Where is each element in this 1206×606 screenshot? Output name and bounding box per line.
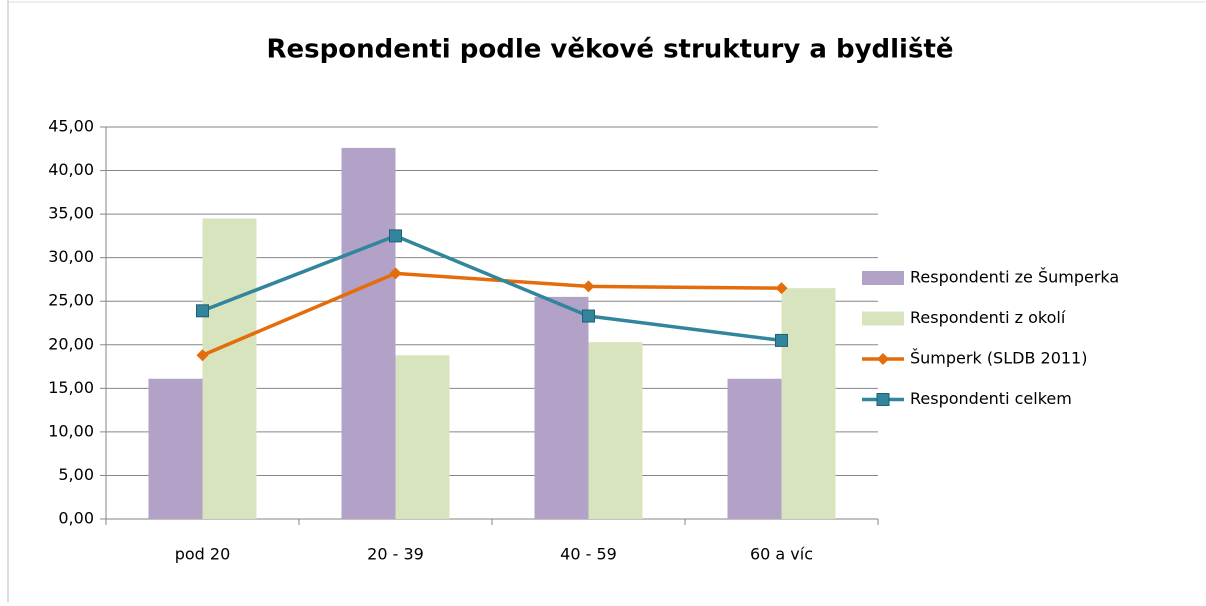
- bar: [395, 355, 450, 519]
- y-tick-label: 25,00: [48, 291, 94, 310]
- marker: [196, 304, 209, 318]
- legend-marker: [877, 353, 889, 365]
- marker: [582, 280, 595, 293]
- y-tick-label: 35,00: [48, 204, 94, 223]
- marker: [196, 349, 209, 362]
- marker: [582, 309, 595, 323]
- y-tick-label: 0,00: [58, 509, 94, 528]
- bar: [588, 342, 643, 519]
- bar: [534, 296, 589, 519]
- y-tick-label: 40,00: [48, 160, 94, 179]
- marker: [775, 333, 788, 347]
- y-tick-label: 45,00: [48, 117, 94, 136]
- legend-label: Respondenti z okolí: [910, 308, 1066, 327]
- x-tick-label: 20 - 39: [367, 545, 424, 564]
- y-tick-label: 30,00: [48, 247, 94, 266]
- bar: [148, 378, 203, 519]
- bar: [727, 378, 782, 519]
- legend-swatch: [862, 311, 904, 326]
- legend-marker: [876, 393, 890, 406]
- chart-title: Respondenti podle věkové struktury a byd…: [266, 35, 953, 65]
- legend-swatch: [862, 271, 904, 285]
- legend-label: Respondenti ze Šumperka: [910, 268, 1119, 287]
- legend-label: Šumperk (SLDB 2011): [910, 349, 1087, 368]
- y-tick-label: 20,00: [48, 334, 94, 353]
- line: [201, 271, 782, 357]
- bar: [202, 218, 257, 519]
- marker: [389, 267, 402, 280]
- bar: [341, 147, 396, 519]
- x-tick-label: 40 - 59: [560, 545, 617, 564]
- marker: [389, 229, 402, 243]
- legend-label: Respondenti celkem: [910, 389, 1072, 408]
- y-tick-label: 5,00: [58, 465, 94, 484]
- x-tick-label: pod 20: [175, 545, 231, 564]
- y-tick-label: 15,00: [48, 378, 94, 397]
- line: [201, 234, 782, 343]
- y-tick-label: 10,00: [48, 421, 94, 440]
- bar: [781, 288, 836, 519]
- x-tick-label: 60 a víc: [750, 545, 813, 564]
- marker: [775, 282, 788, 295]
